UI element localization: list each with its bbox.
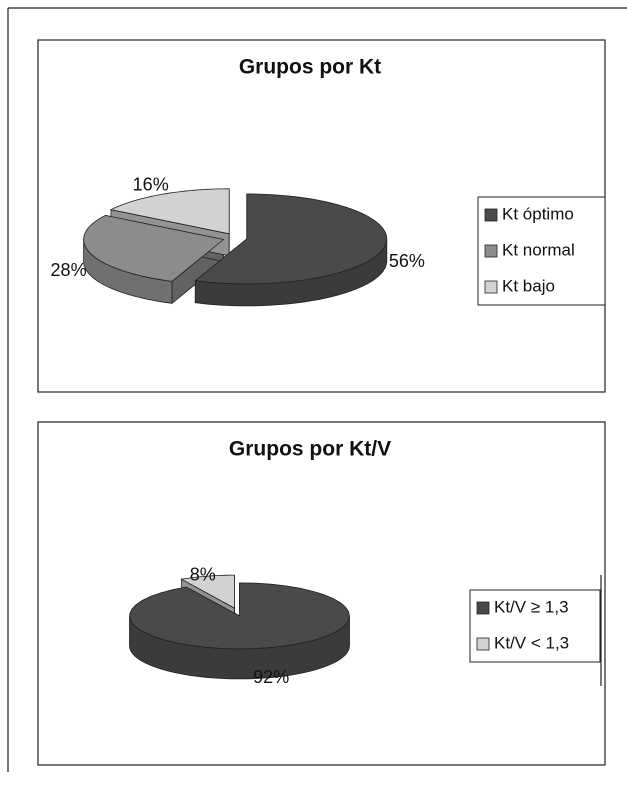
- legend-label: Kt/V < 1,3: [494, 633, 569, 652]
- slice: [109, 188, 230, 235]
- data-label: 56%: [389, 251, 425, 271]
- data-label: 8%: [190, 565, 216, 585]
- legend-swatch: [484, 280, 498, 294]
- chart-title: Grupos por Kt/V: [229, 438, 391, 461]
- legend-swatch: [476, 637, 490, 651]
- chart-title: Grupos por Kt: [239, 56, 381, 79]
- legend-swatch: [484, 208, 498, 222]
- legend-label: Kt normal: [502, 240, 575, 259]
- slice: [180, 574, 235, 609]
- legend-label: Kt bajo: [502, 276, 555, 295]
- chart-frame: [37, 421, 606, 766]
- legend-label: Kt óptimo: [502, 204, 574, 223]
- legend-box: [469, 589, 601, 663]
- data-label: 92%: [253, 667, 289, 687]
- legend-swatch: [476, 601, 490, 615]
- legend-label: Kt/V ≥ 1,3: [494, 597, 569, 616]
- slice: [129, 582, 350, 650]
- slice: [83, 214, 225, 282]
- data-label: 16%: [133, 175, 169, 195]
- legend-swatch: [484, 244, 498, 258]
- legend-box: [477, 196, 606, 306]
- data-label: 28%: [51, 260, 87, 280]
- slice: [194, 193, 388, 285]
